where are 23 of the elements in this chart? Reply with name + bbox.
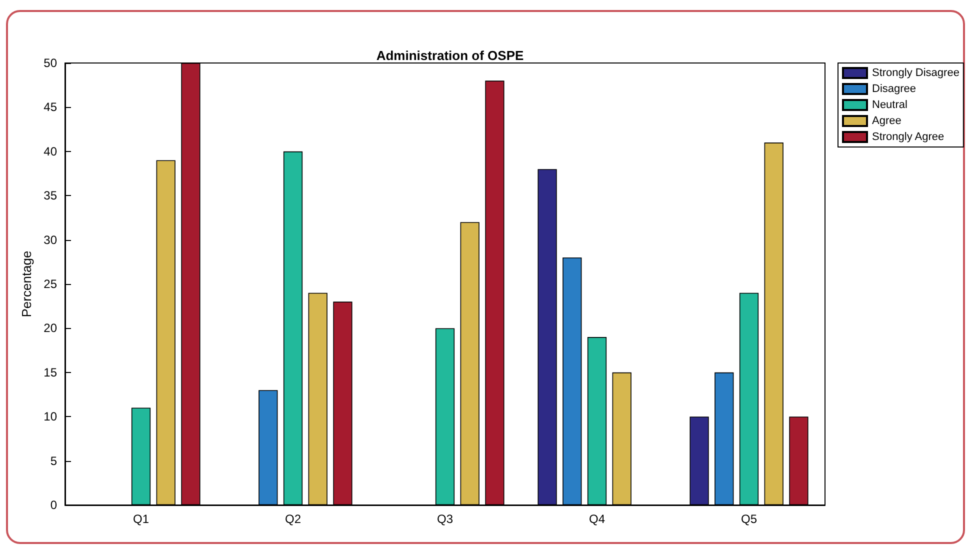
y-tick-label: 20 bbox=[44, 321, 58, 336]
y-tick-label: 35 bbox=[44, 188, 58, 203]
legend-label: Neutral bbox=[872, 99, 908, 111]
y-tick-label: 10 bbox=[44, 410, 58, 424]
y-axis-title: Percentage bbox=[18, 250, 34, 318]
chart-title: Administration of OSPE bbox=[376, 48, 524, 63]
y-tick-label: 5 bbox=[50, 454, 58, 468]
x-tick-label: Q5 bbox=[740, 512, 758, 526]
x-tick-label: Q3 bbox=[436, 512, 454, 526]
legend-label: Strongly Agree bbox=[872, 131, 944, 143]
y-tick-label: 25 bbox=[44, 277, 58, 291]
y-tick-label: 15 bbox=[44, 365, 58, 380]
y-tick-label: 30 bbox=[44, 232, 58, 247]
legend-label: Disagree bbox=[872, 83, 916, 95]
y-tick-label: 40 bbox=[44, 144, 58, 158]
x-tick-label: Q2 bbox=[284, 512, 302, 526]
legend-label: Strongly Disagree bbox=[872, 67, 960, 79]
y-tick-label: 50 bbox=[44, 56, 58, 70]
y-tick-label: 45 bbox=[44, 100, 58, 114]
y-tick-label: 0 bbox=[50, 498, 58, 512]
x-tick-label: Q1 bbox=[132, 512, 150, 526]
legend-label: Agree bbox=[872, 115, 902, 127]
x-tick-label: Q4 bbox=[588, 512, 606, 526]
